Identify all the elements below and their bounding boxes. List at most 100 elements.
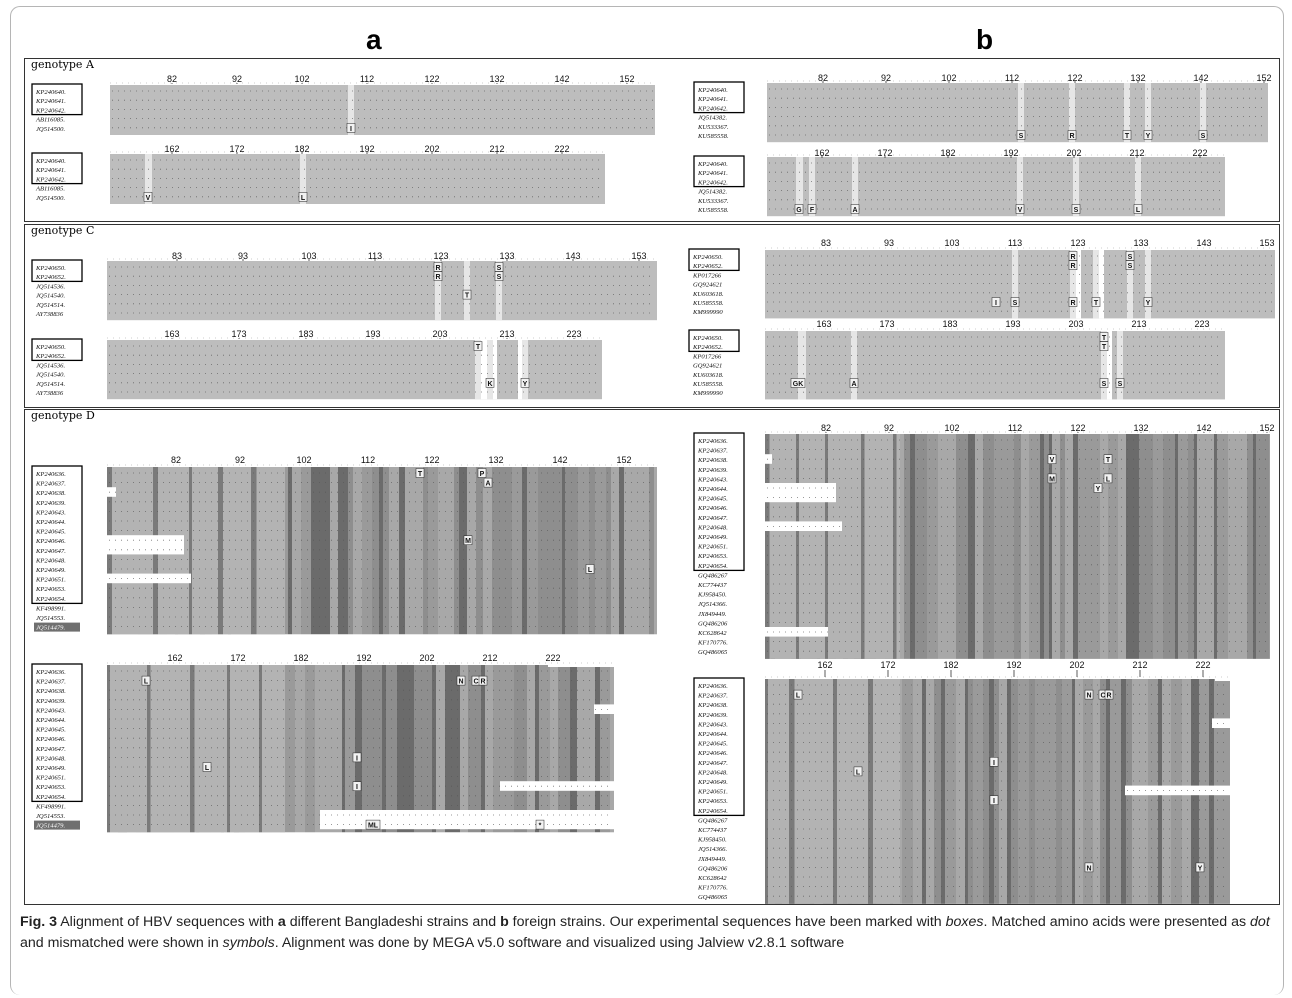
sequence-label: JQ514479. <box>36 625 65 632</box>
sequence-label: JQ514382. <box>698 189 727 196</box>
alignment-column-shade <box>311 467 314 635</box>
alignment-column-shade <box>190 665 195 833</box>
ruler-tick-label: 222 <box>1192 148 1207 158</box>
sequence-label: AB116085. <box>35 186 65 193</box>
mismatch-symbol-bg <box>494 271 504 281</box>
sequence-label: JQ514514. <box>36 381 65 388</box>
alignment-column-shade <box>1194 434 1197 659</box>
mismatch-symbol: R <box>480 679 485 686</box>
alignment-column-shade <box>1163 434 1168 659</box>
section-label: genotype C <box>31 224 95 237</box>
sequence-label: KP240653. <box>35 586 66 593</box>
alignment-column-shade <box>632 467 640 635</box>
sequence-label: KP240645. <box>697 741 728 748</box>
sequence-label: KP240644. <box>35 519 66 526</box>
alignment-column-shade <box>1083 679 1093 904</box>
ruler-tick-label: 182 <box>940 148 955 158</box>
ruler-tick-label: 143 <box>1196 238 1211 248</box>
alignment-column-shade <box>1089 434 1100 659</box>
gap-region <box>765 454 772 464</box>
mismatch-symbol: I <box>350 126 352 133</box>
caption-segment: foreign strains. Our experimental sequen… <box>508 914 946 930</box>
ruler-tick-label: 182 <box>943 660 958 670</box>
sequence-label: AB116085. <box>35 117 65 124</box>
ruler-tick-label: 133 <box>499 251 514 261</box>
mismatch-symbol: R <box>1070 300 1075 307</box>
alignment-column-shade <box>1040 434 1044 659</box>
alignment-column-shade <box>1029 679 1035 904</box>
sequence-label: KP240638. <box>697 702 728 709</box>
mismatch-symbol: S <box>1019 133 1024 140</box>
sequence-label: KP240646. <box>697 750 728 757</box>
ruler-tick-label: 172 <box>229 144 244 154</box>
gap-region <box>765 627 828 637</box>
alignment-column-shade <box>1197 434 1205 659</box>
mismatch-symbol: M <box>1049 476 1055 483</box>
gap-column <box>518 340 522 400</box>
sequence-label: KP240645. <box>697 496 728 503</box>
alignment-column-shade <box>402 467 405 635</box>
alignment-column-shade <box>555 467 562 635</box>
mismatch-column <box>348 85 354 135</box>
mismatch-symbol-bg <box>1195 862 1205 873</box>
alignment-column-shade <box>956 679 965 904</box>
alignment-column-shade <box>1126 434 1129 659</box>
ruler-tick-label: 172 <box>877 148 892 158</box>
sequence-label: KP240639. <box>697 467 728 474</box>
ruler-tick-label: 173 <box>231 329 246 339</box>
alignment-column-shade <box>1021 434 1029 659</box>
mismatch-symbol-bg <box>807 204 817 214</box>
mismatch-symbol-bg <box>143 192 153 202</box>
alignment-column-shade <box>468 665 474 833</box>
alignment-column-shade <box>956 434 963 659</box>
mismatch-symbol: S <box>497 274 502 281</box>
alignment-block-cb2: 163 173 183 193 203 213 223 KP240650. KP240652. K… <box>688 319 1225 400</box>
mismatch-symbol-bg <box>483 477 493 488</box>
alignment-column-shade <box>474 665 481 833</box>
mismatch-symbol-bg <box>1010 297 1020 307</box>
alignment-column-shade <box>1168 434 1175 659</box>
alignment-column-shade <box>1129 434 1133 659</box>
mismatch-symbol-bg <box>478 675 488 686</box>
mismatch-symbol: N <box>458 679 463 686</box>
sequence-label: GQ486065 <box>698 894 728 901</box>
ruler-tick-label: 142 <box>1196 423 1211 433</box>
ruler-tick-label: 152 <box>1256 73 1271 83</box>
sequence-label: KC628642 <box>697 875 727 882</box>
alignment-column-shade <box>968 679 973 904</box>
mismatch-column <box>487 340 493 400</box>
alignment-column-shade <box>1007 679 1011 904</box>
mismatch-symbol: Y <box>1198 865 1203 872</box>
mismatch-symbol-bg <box>1093 483 1103 493</box>
alignment-column-shade <box>902 679 913 904</box>
alignment-column-shade <box>414 665 419 833</box>
alignment-column-shade <box>975 434 983 659</box>
mismatch-column <box>1069 83 1075 143</box>
mismatch-column <box>796 157 803 217</box>
caption-segment: Alignment of HBV sequences with <box>57 914 278 930</box>
ruler-tick-label: 152 <box>1259 423 1274 433</box>
alignment-column-shade <box>538 467 544 635</box>
mismatch-symbol-bg <box>535 819 545 830</box>
sequence-label: KP240643. <box>35 509 66 516</box>
alignment-column-shade <box>1075 679 1083 904</box>
alignment-column-shade <box>926 679 934 904</box>
mismatch-symbol-bg <box>1133 204 1143 214</box>
sequence-label: KP240637. <box>697 693 728 700</box>
mismatch-symbol-bg <box>1099 378 1109 388</box>
alignment-column-shade <box>456 665 460 833</box>
sequence-label: JQ514366. <box>698 846 727 853</box>
experimental-sequences-box <box>693 155 745 188</box>
mismatch-symbol-bg <box>433 271 443 281</box>
alignment-column-shade <box>419 665 426 833</box>
mismatch-symbol-bg <box>1198 130 1208 140</box>
mismatch-symbol: S <box>1118 381 1123 388</box>
alignment-column-shade <box>535 665 539 833</box>
alignment-column-shade <box>539 665 550 833</box>
alignment-column-shade <box>259 665 262 833</box>
ruler-tick-label: 82 <box>818 73 828 83</box>
alignment-column-shade <box>147 665 151 833</box>
alignment-block-cb1: 83 93 103 113 123 133 143 153 KP240650. KP240652.… <box>688 238 1275 319</box>
mismatch-symbol-bg <box>793 689 803 700</box>
alignment-column-shade <box>1029 434 1040 659</box>
